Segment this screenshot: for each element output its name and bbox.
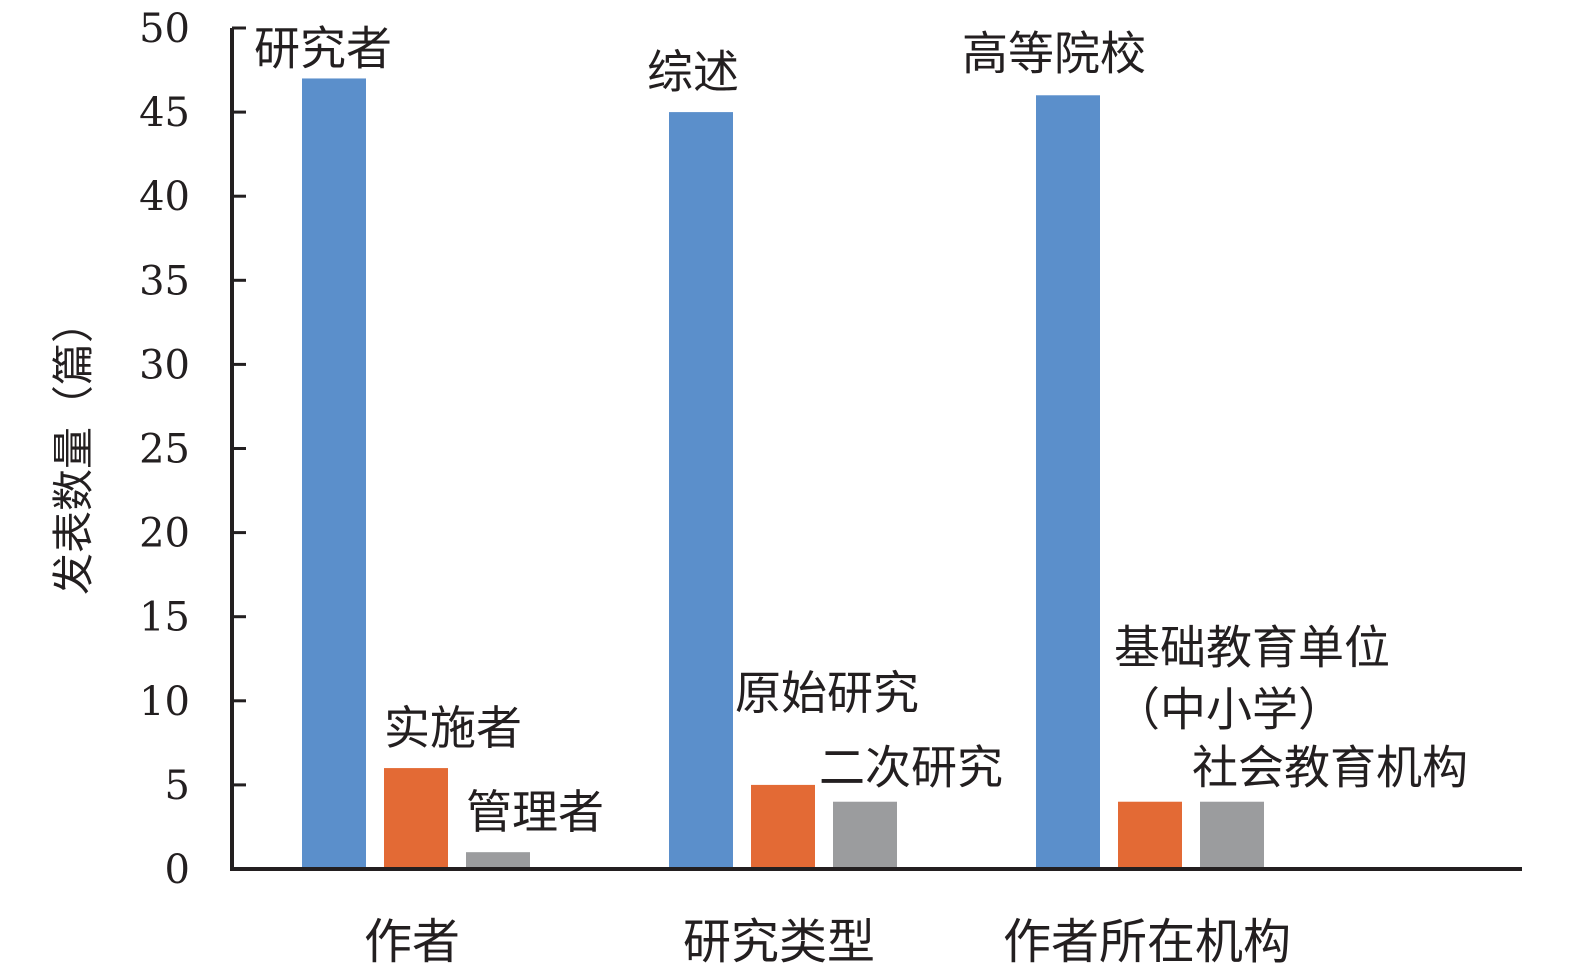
- y-axis-ticks: 0 5 10 15 20 25 30 35 40 45 50: [139, 6, 246, 893]
- y-axis-title-group: 发表数量（篇）: [49, 301, 98, 595]
- bar-data-label: 研究者: [254, 21, 392, 75]
- y-axis-title: 发表数量（篇）: [49, 301, 98, 595]
- x-category-label: 研究类型: [683, 914, 875, 970]
- y-tick-label: 40: [139, 174, 190, 220]
- bar-data-label: 二次研究: [819, 741, 1003, 795]
- bar: [1118, 801, 1182, 869]
- bar: [466, 852, 530, 869]
- bar: [669, 112, 733, 870]
- bar-data-label: 社会教育机构: [1192, 741, 1468, 795]
- y-tick-label: 10: [139, 679, 190, 725]
- y-tick-label: 5: [165, 763, 190, 809]
- bar-data-label: 管理者: [466, 785, 604, 839]
- bar-data-label: 高等院校: [962, 26, 1146, 80]
- y-tick-label: 35: [139, 258, 190, 304]
- y-tick-label: 45: [139, 90, 190, 136]
- bars: [302, 78, 1264, 870]
- y-tick-label: 15: [139, 595, 190, 641]
- bar: [302, 78, 366, 869]
- category-labels: 作者 研究类型 作者所在机构: [364, 914, 1291, 970]
- bar: [751, 784, 815, 869]
- axes: [230, 28, 1522, 871]
- bar: [833, 801, 897, 869]
- bar-data-label: 实施者: [384, 701, 522, 755]
- y-tick-label: 20: [139, 511, 190, 557]
- y-tick-label: 25: [139, 427, 190, 473]
- y-tick-label: 50: [139, 6, 190, 52]
- bar: [384, 768, 448, 869]
- y-tick-label: 0: [165, 847, 190, 893]
- bar: [1036, 95, 1100, 869]
- bar-data-label: 综述: [647, 45, 739, 99]
- x-category-label: 作者: [364, 914, 460, 970]
- bar-data-label: 基础教育单位: [1114, 621, 1390, 675]
- bar-data-label: 原始研究: [735, 666, 919, 720]
- x-category-label: 作者所在机构: [1003, 914, 1291, 970]
- bar: [1200, 801, 1264, 869]
- bar-data-label: （中小学）: [1114, 683, 1344, 737]
- y-tick-label: 30: [139, 342, 190, 388]
